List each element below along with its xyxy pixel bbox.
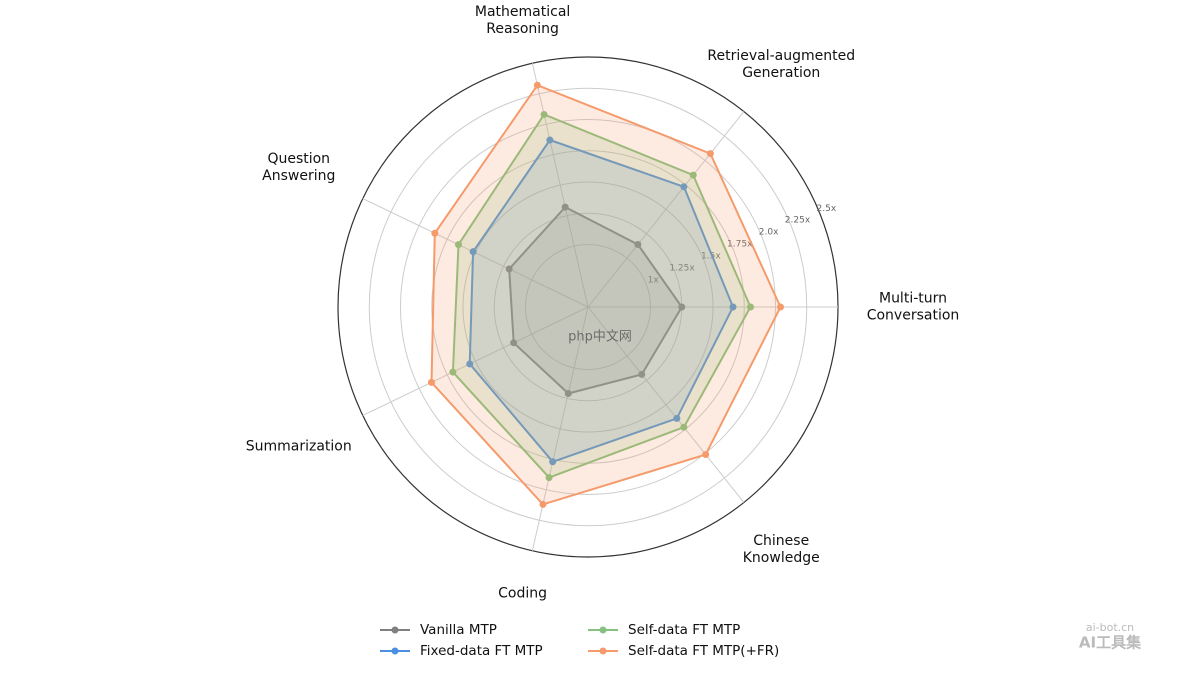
legend-marker	[391, 626, 399, 634]
category-label: Chinese Knowledge	[743, 533, 820, 566]
point	[702, 451, 710, 459]
point	[680, 423, 688, 431]
r-tick-label: 1.25x	[669, 264, 695, 274]
point	[540, 110, 548, 118]
category-label: Coding	[498, 586, 547, 602]
series-area	[430, 83, 782, 506]
legend-label: Fixed-data FT MTP	[420, 643, 543, 659]
category-label: Multi-turn Conversation	[867, 291, 960, 324]
point	[729, 303, 737, 311]
watermark: AI工具集	[1079, 634, 1142, 652]
r-tick-label: 2.25x	[785, 216, 811, 226]
point	[673, 414, 681, 422]
point	[689, 171, 697, 179]
watermark: ai-bot.cn	[1086, 621, 1134, 634]
point	[533, 81, 541, 89]
point	[546, 136, 554, 144]
category-label: Question Answering	[262, 151, 335, 184]
r-tick-label: 1x	[648, 276, 660, 286]
point	[747, 303, 754, 311]
category-label: Summarization	[246, 438, 352, 454]
legend-marker	[599, 647, 607, 655]
series-area	[508, 205, 683, 395]
category-label: Retrieval-augmented Generation	[707, 48, 855, 81]
point	[777, 303, 784, 311]
point	[549, 458, 557, 466]
legend-label: Self-data FT MTP	[628, 622, 740, 638]
point	[706, 150, 714, 158]
point	[469, 248, 477, 256]
point	[561, 203, 569, 211]
series-area	[451, 113, 752, 479]
legend-marker	[599, 626, 607, 634]
spoke	[587, 111, 745, 308]
point	[427, 378, 435, 386]
legend-marker	[391, 647, 399, 655]
r-tick-label: 1.75x	[727, 240, 753, 250]
r-tick-label: 2.0x	[759, 228, 779, 238]
point	[634, 240, 642, 248]
point	[638, 370, 646, 378]
point	[545, 474, 553, 482]
spoke	[587, 306, 745, 503]
point	[466, 360, 474, 368]
point	[505, 265, 513, 273]
legend-label: Vanilla MTP	[420, 622, 497, 638]
series-area	[468, 138, 735, 463]
point	[539, 500, 547, 508]
r-tick-label: 1.5x	[701, 252, 721, 262]
point	[680, 183, 688, 191]
point	[431, 229, 439, 237]
category-label: Mathematical Reasoning	[475, 4, 570, 37]
spoke	[531, 63, 589, 308]
point	[449, 368, 457, 376]
legend-label: Self-data FT MTP(+FR)	[628, 643, 779, 659]
point	[510, 339, 518, 347]
point	[454, 241, 462, 249]
r-tick-label: 2.5x	[817, 204, 837, 214]
spoke	[531, 306, 589, 551]
point	[678, 303, 686, 311]
spoke	[362, 306, 589, 416]
point	[564, 390, 572, 398]
watermark: php中文网	[568, 330, 632, 345]
